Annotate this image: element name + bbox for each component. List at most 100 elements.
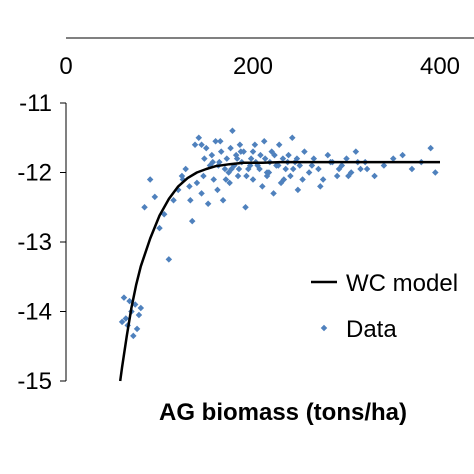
data-point <box>280 176 288 183</box>
data-point <box>432 169 439 176</box>
data-point <box>243 172 250 180</box>
data-point <box>256 165 263 173</box>
x-axis-label: AG biomass (tons/ha) <box>159 399 407 426</box>
data-point <box>141 203 148 211</box>
y-tick-label: -14 <box>17 299 52 326</box>
data-point <box>187 197 194 204</box>
legend-swatch-data <box>320 324 328 332</box>
data-point <box>201 155 208 162</box>
y-tick-label: -11 <box>19 90 52 117</box>
data-point <box>170 197 177 204</box>
data-point <box>408 165 416 173</box>
data-point <box>151 193 159 201</box>
data-point <box>357 165 364 173</box>
data-point <box>319 176 327 183</box>
data-point <box>335 165 343 173</box>
data-point <box>271 151 278 159</box>
data-point <box>120 294 128 301</box>
data-point <box>233 155 241 162</box>
data-point <box>122 315 130 322</box>
data-point <box>217 137 224 145</box>
data-point <box>186 183 193 190</box>
y-tick-labels: -11 -12 -13 -14 -15 <box>17 90 66 395</box>
data-point <box>229 127 236 135</box>
legend: WC model Data <box>311 270 458 343</box>
x-tick-label: 200 <box>233 53 273 80</box>
data-point <box>209 158 217 166</box>
data-point <box>228 165 235 173</box>
data-point <box>247 155 255 162</box>
data-point <box>130 332 137 340</box>
data-point <box>294 186 302 194</box>
data-point <box>275 141 283 148</box>
data-point <box>249 148 257 155</box>
x-tick-label: 0 <box>59 53 72 80</box>
model-curve <box>118 160 440 382</box>
data-point <box>137 304 145 312</box>
data-point <box>249 176 257 183</box>
data-point <box>345 172 352 180</box>
data-point <box>308 162 316 169</box>
data-point <box>235 165 243 173</box>
data-point <box>260 137 268 145</box>
data-point <box>126 297 133 305</box>
legend-label-data: Data <box>346 316 397 343</box>
data-point <box>191 141 199 148</box>
data-point <box>274 162 282 169</box>
data-point <box>198 141 205 148</box>
wc-model-line <box>118 160 440 382</box>
data-point <box>333 172 341 180</box>
data-point <box>156 224 163 232</box>
data-point <box>202 144 210 152</box>
data-point <box>305 169 313 176</box>
data-point <box>259 183 266 190</box>
data-point <box>279 155 287 162</box>
data-point <box>289 165 297 173</box>
data-point <box>282 165 289 173</box>
data-point <box>219 197 227 204</box>
data-point <box>236 141 244 148</box>
data-point <box>234 172 242 180</box>
data-point <box>389 155 397 162</box>
data-point <box>227 144 234 152</box>
x-tick-labels: 0 200 400 <box>59 53 460 80</box>
data-point <box>208 151 216 159</box>
data-point <box>133 325 141 333</box>
data-point <box>195 134 203 142</box>
data-point <box>352 148 360 155</box>
data-point <box>263 172 271 180</box>
data-point <box>287 172 294 180</box>
data-point <box>289 134 296 142</box>
data-point <box>217 148 225 155</box>
data-point <box>310 155 318 162</box>
data-point <box>285 151 292 159</box>
data-points <box>118 127 439 340</box>
data-point <box>212 137 219 145</box>
data-point <box>223 155 231 162</box>
data-point <box>301 148 308 155</box>
data-point <box>221 165 229 173</box>
data-point <box>371 172 378 180</box>
data-point <box>270 190 277 197</box>
data-point <box>204 200 212 208</box>
data-point <box>315 165 322 173</box>
data-point <box>399 151 406 159</box>
data-point <box>257 151 264 159</box>
data-point <box>210 176 217 183</box>
data-point <box>427 144 434 152</box>
data-point <box>299 176 306 183</box>
data-point <box>261 155 269 162</box>
data-point <box>226 179 233 187</box>
data-point <box>193 179 201 187</box>
data-point <box>135 311 143 319</box>
y-tick-label: -13 <box>17 229 52 256</box>
x-tick-label: 400 <box>420 53 460 80</box>
legend-label-wc-model: WC model <box>346 270 458 297</box>
data-point <box>222 176 230 183</box>
data-point <box>324 151 332 159</box>
data-point <box>343 155 350 162</box>
y-tick-label: -12 <box>17 160 52 187</box>
data-point <box>165 256 173 263</box>
data-point <box>146 176 154 183</box>
